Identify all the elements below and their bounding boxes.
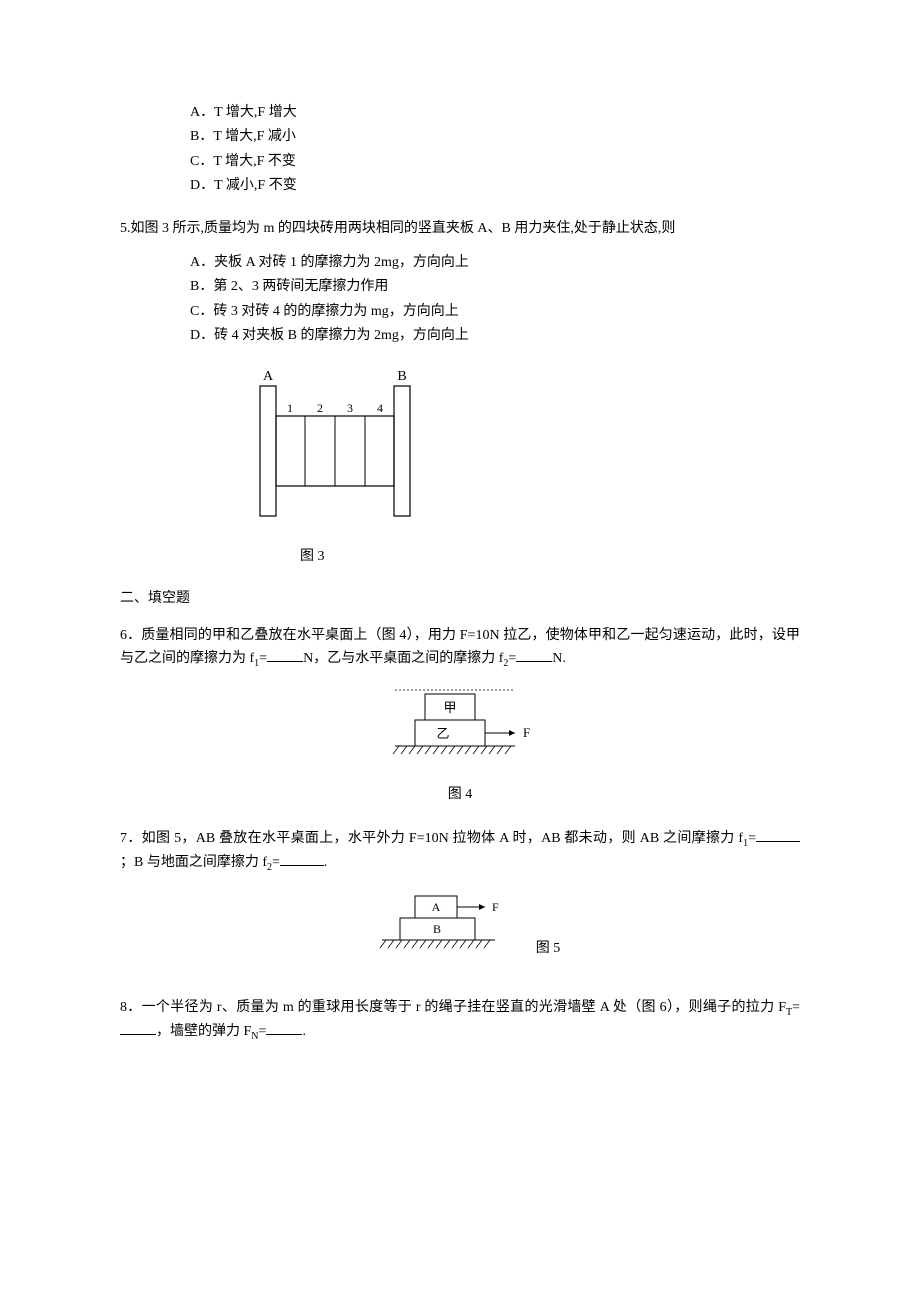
q5-option-c: C．砖 3 对砖 4 的的摩擦力为 mg，方向向上 <box>190 301 800 323</box>
q8-blank1 <box>120 1020 156 1035</box>
q7-blank2 <box>280 851 324 866</box>
q4-option-c: C．T 增大,F 不变 <box>190 151 800 173</box>
q8-t1: 8．一个半径为 r、质量为 m 的重球用长度等于 r 的绳子挂在竖直的光滑墙壁 … <box>120 1000 786 1015</box>
svg-text:F: F <box>492 900 499 914</box>
q8-t2: = <box>792 1000 800 1015</box>
q8-subN: N <box>251 1031 258 1042</box>
q5-text: 5.如图 3 所示,质量均为 m 的四块砖用两块相同的竖直夹板 A、B 用力夹住… <box>120 218 800 240</box>
q7-t1: 7．如图 5，AB 叠放在水平桌面上，水平外力 F=10N 拉物体 A 时，AB… <box>120 831 743 846</box>
q8-t5: . <box>302 1024 306 1039</box>
q6-blank2 <box>516 647 552 662</box>
q8-blank2 <box>266 1020 302 1035</box>
svg-text:乙: 乙 <box>436 726 449 741</box>
q4-option-d: D．T 减小,F 不变 <box>190 175 800 197</box>
q4-options: A．T 增大,F 增大 B．T 增大,F 减小 C．T 增大,F 不变 D．T … <box>190 102 800 198</box>
q8-t4: = <box>259 1024 267 1039</box>
q6-figure-caption: 图 4 <box>120 784 800 806</box>
q5-option-a: A．夹板 A 对砖 1 的摩擦力为 2mg，方向向上 <box>190 252 800 274</box>
q7-figure-caption: 图 5 <box>536 938 561 960</box>
q7-t4: = <box>272 855 280 870</box>
q6-figure: 甲 乙 F 图 4 <box>120 686 800 807</box>
q6-t3: N，乙与水平桌面之间的摩擦力 f <box>303 651 503 666</box>
q7-text: 7．如图 5，AB 叠放在水平桌面上，水平外力 F=10N 拉物体 A 时，AB… <box>120 827 800 877</box>
q7-t2: = <box>748 831 756 846</box>
q4-option-b: B．T 增大,F 减小 <box>190 126 800 148</box>
q7-t5: . <box>324 855 328 870</box>
q5-figure-caption: 图 3 <box>300 546 800 568</box>
q8-t3: ，墙壁的弹力 F <box>156 1024 251 1039</box>
svg-text:A: A <box>431 900 440 914</box>
q6-t2: = <box>259 651 267 666</box>
section-2-title: 二、填空题 <box>120 588 800 610</box>
q5-option-b: B．第 2、3 两砖间无摩擦力作用 <box>190 276 800 298</box>
svg-text:A: A <box>263 369 274 384</box>
q7-blank1 <box>756 827 800 842</box>
svg-text:甲: 甲 <box>443 700 456 715</box>
q5-figure: A B 1 2 3 4 图 3 <box>240 368 800 569</box>
q4-option-a: A．T 增大,F 增大 <box>190 102 800 124</box>
q7-figure: A F B 图 5 <box>120 890 800 960</box>
svg-text:B: B <box>433 922 441 936</box>
svg-text:3: 3 <box>347 401 353 415</box>
q8-text: 8．一个半径为 r、质量为 m 的重球用长度等于 r 的绳子挂在竖直的光滑墙壁 … <box>120 997 800 1046</box>
svg-text:F: F <box>523 725 530 740</box>
q6-t5: N. <box>552 651 566 666</box>
svg-text:B: B <box>397 369 406 384</box>
q7-t3: ；B 与地面之间摩擦力 f <box>120 855 267 870</box>
q6-text: 6．质量相同的甲和乙叠放在水平桌面上（图 4），用力 F=10N 拉乙，使物体甲… <box>120 625 800 672</box>
q6-t4: = <box>508 651 516 666</box>
svg-text:4: 4 <box>377 401 383 415</box>
q6-blank1 <box>267 647 303 662</box>
svg-text:2: 2 <box>317 401 323 415</box>
svg-text:1: 1 <box>287 401 293 415</box>
q5-option-d: D．砖 4 对夹板 B 的摩擦力为 2mg，方向向上 <box>190 325 800 347</box>
q5-options: A．夹板 A 对砖 1 的摩擦力为 2mg，方向向上 B．第 2、3 两砖间无摩… <box>190 252 800 348</box>
